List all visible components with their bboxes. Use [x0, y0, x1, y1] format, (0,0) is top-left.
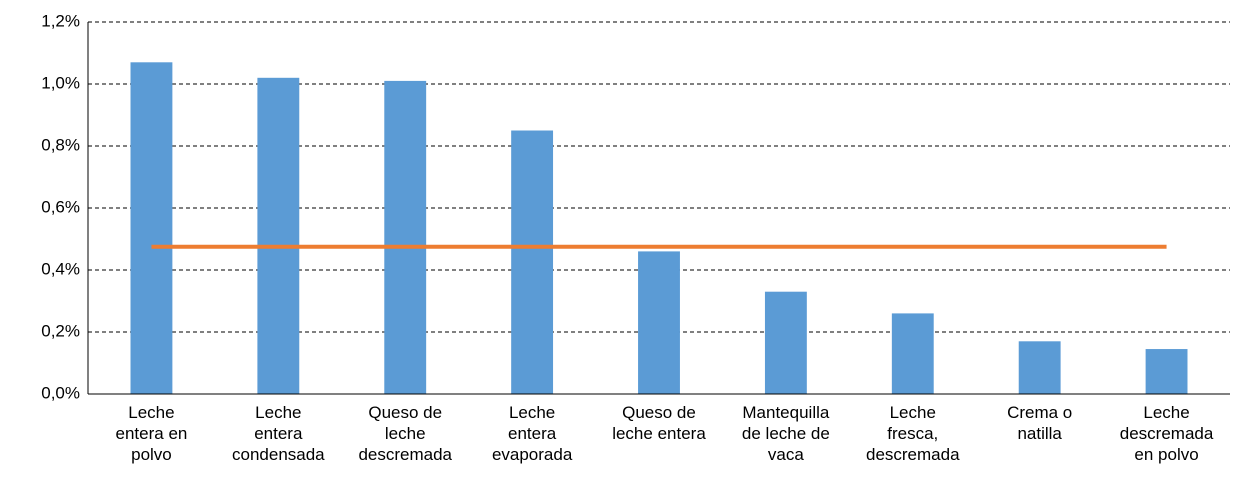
x-tick-label: Queso de leche entera: [612, 403, 706, 443]
x-tick-label: Leche fresca, descremada: [865, 403, 960, 464]
x-tick-label: Crema o natilla: [1007, 403, 1073, 443]
x-tick-label: Leche entera evaporada: [491, 403, 573, 464]
x-tick-label: Leche descremada en polvo: [1119, 403, 1214, 464]
bar: [1018, 341, 1061, 394]
y-tick-label: 0,8%: [41, 135, 80, 154]
bar: [891, 313, 934, 394]
bar: [511, 130, 554, 394]
bar: [764, 291, 807, 394]
y-tick-label: 0,2%: [41, 321, 80, 340]
y-tick-label: 0,0%: [41, 383, 80, 402]
bar: [1145, 349, 1188, 394]
y-tick-label: 1,2%: [41, 11, 80, 30]
bar: [257, 77, 300, 395]
x-tick-label: Leche entera condensada: [232, 403, 325, 464]
x-tick-label: Mantequilla de leche de vaca: [741, 403, 830, 464]
x-tick-label: Queso de leche descremada: [358, 403, 452, 464]
y-tick-label: 1,0%: [41, 73, 80, 92]
y-tick-label: 0,4%: [41, 259, 80, 278]
bar: [130, 62, 173, 395]
bar: [384, 80, 427, 395]
y-tick-label: 0,6%: [41, 197, 80, 216]
bar: [638, 251, 680, 394]
x-tick-label: Leche entera en polvo: [115, 403, 188, 464]
